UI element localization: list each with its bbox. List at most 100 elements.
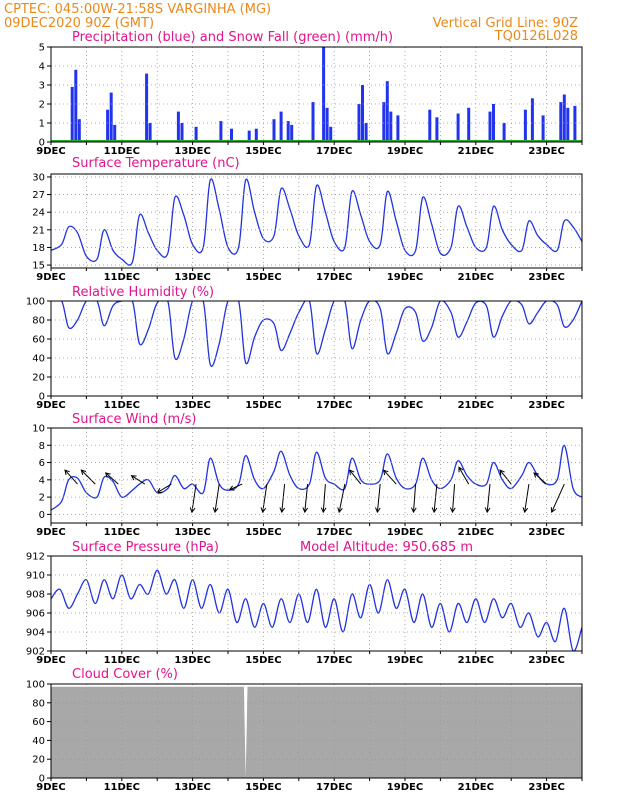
y-tick-label: 10 — [32, 424, 45, 435]
y-tick-label: 906 — [26, 609, 45, 620]
x-tick-label: 23DEC — [528, 146, 564, 157]
x-tick-label: 23DEC — [528, 527, 564, 538]
wind-arrow — [322, 484, 326, 513]
y-tick-label: 60 — [32, 335, 45, 346]
precip-bar — [77, 119, 81, 142]
y-tick-label: 40 — [32, 354, 45, 365]
wind-arrow — [413, 484, 417, 513]
precip-bar — [492, 104, 495, 142]
y-tick-label: 20 — [32, 373, 45, 384]
precip-bar — [176, 111, 180, 142]
precip-bar — [286, 121, 290, 142]
x-tick-label: 11DEC — [104, 272, 140, 283]
precip-bar — [254, 128, 258, 142]
x-tick-label: 11DEC — [104, 400, 140, 411]
x-tick-label: 23DEC — [528, 655, 564, 666]
pressure-title: Surface Pressure (hPa) — [72, 540, 219, 555]
x-tick-label: 13DEC — [174, 272, 210, 283]
y-tick-label: 910 — [26, 571, 45, 582]
wind-arrow — [131, 475, 146, 485]
header-location: CPTEC: 045:00W-21:58S VARGINHA (MG) — [4, 2, 271, 17]
precip-bar — [566, 107, 570, 142]
wind-arrow — [229, 483, 243, 491]
wind-title: Surface Wind (m/s) — [72, 412, 196, 427]
y-tick-label: 0 — [39, 392, 45, 403]
y-tick-label: 80 — [32, 698, 45, 709]
x-tick-label: 19DEC — [387, 272, 423, 283]
wind-arrow — [64, 469, 78, 485]
y-tick-label: 912 — [26, 552, 45, 563]
temp-panel: Surface Temperature (nC) 15 18 21 24 27 30 9DE… — [32, 156, 583, 283]
precip-bar — [329, 126, 333, 142]
x-tick-label: 23DEC — [528, 272, 564, 283]
wind-arrow-head — [348, 469, 355, 476]
x-tick-label: 13DEC — [174, 782, 210, 793]
x-tick-label: 21DEC — [458, 146, 494, 157]
x-tick-label: 11DEC — [104, 527, 140, 538]
precip-bar — [396, 115, 400, 142]
precip-bar — [106, 109, 110, 142]
x-tick-label: 19DEC — [387, 400, 423, 411]
x-tick-label: 17DEC — [316, 782, 352, 793]
x-tick-label: 13DEC — [174, 655, 210, 666]
model-altitude: Model Altitude: 950.685 m — [300, 540, 473, 555]
wind-arrow-head — [411, 507, 417, 514]
header-model: TQ0126L028 — [494, 29, 578, 44]
y-tick-label: 0 — [39, 774, 45, 785]
wind-arrow — [105, 472, 119, 485]
temp-frame — [50, 173, 583, 269]
x-tick-label: 9DEC — [36, 527, 65, 538]
precip-bar — [523, 109, 527, 142]
pressure-grid — [51, 556, 582, 651]
wind-arrow — [338, 484, 346, 513]
x-tick-label: 13DEC — [174, 400, 210, 411]
precip-bar — [456, 113, 460, 142]
y-tick-label: 2 — [39, 100, 45, 111]
wind-panel: Surface Wind (m/s) 0 2 4 6 8 10 9DEC 11DEC 13DEC… — [32, 412, 583, 538]
x-tick-label: 19DEC — [387, 146, 423, 157]
wind-arrow-head — [302, 507, 309, 514]
x-tick-label: 11DEC — [104, 146, 140, 157]
precip-bar — [361, 85, 364, 142]
precip-bar — [382, 102, 386, 142]
pressure-series-line — [51, 569, 582, 651]
x-tick-label: 21DEC — [458, 272, 494, 283]
precip-bar — [562, 94, 566, 142]
x-tick-label: 17DEC — [316, 527, 352, 538]
wind-arrow — [191, 484, 197, 513]
y-tick-label: 3 — [39, 81, 45, 92]
cloud-data — [51, 686, 582, 778]
cloud-grid — [51, 684, 582, 778]
cloud-cover-area — [51, 686, 582, 778]
precip-bar — [488, 111, 492, 142]
y-tick-label: 8 — [39, 441, 45, 452]
x-tick-label: 21DEC — [458, 782, 494, 793]
y-tick-label: 24 — [32, 208, 45, 219]
wind-arrow — [80, 469, 96, 485]
x-tick-label: 9DEC — [36, 782, 65, 793]
y-tick-label: 0 — [39, 510, 45, 521]
wind-arrow-head — [320, 507, 327, 514]
x-tick-label: 13DEC — [174, 527, 210, 538]
wind-arrow — [452, 484, 456, 513]
precip-bar — [325, 107, 329, 142]
y-tick-label: 904 — [26, 628, 45, 639]
pressure-data — [51, 569, 582, 651]
x-tick-label: 19DEC — [387, 527, 423, 538]
temp-grid — [51, 174, 582, 268]
wind-arrow-head — [458, 466, 464, 473]
y-tick-label: 1 — [39, 119, 45, 130]
precip-bar — [230, 128, 233, 142]
wind-arrow — [304, 484, 309, 513]
precip-bar — [541, 115, 545, 142]
y-tick-label: 20 — [32, 755, 45, 766]
y-tick-label: 2 — [39, 493, 45, 504]
wind-arrow — [214, 484, 220, 513]
precip-data — [51, 47, 582, 142]
precip-bar — [109, 92, 113, 142]
pressure-panel: Surface Pressure (hPa) Model Altitude: 9… — [26, 540, 583, 666]
rh-grid — [51, 301, 582, 396]
precip-bar — [322, 47, 326, 142]
wind-arrow-head — [499, 469, 505, 476]
precip-bar — [70, 86, 74, 142]
